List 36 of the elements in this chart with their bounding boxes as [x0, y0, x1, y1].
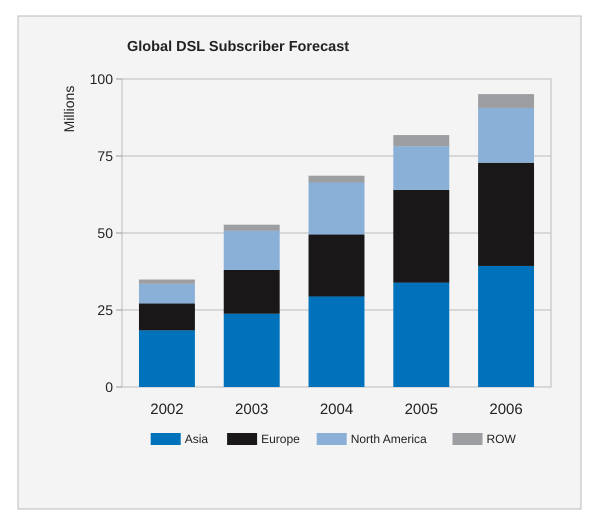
- bar: [478, 266, 534, 387]
- bar: [224, 230, 280, 270]
- x-tick-label: 2004: [320, 401, 354, 418]
- y-tick-label: 0: [105, 378, 114, 395]
- legend-label: ROW: [486, 432, 516, 446]
- bar: [138, 284, 195, 304]
- x-tick-label: 2005: [404, 401, 438, 418]
- bar: [393, 135, 450, 146]
- y-axis-title: Millions: [61, 86, 77, 132]
- bar: [224, 224, 280, 231]
- bar: [308, 182, 364, 235]
- bar: [138, 280, 195, 284]
- bar: [308, 234, 364, 296]
- y-tick-label: 25: [97, 302, 114, 318]
- bar: [478, 108, 534, 163]
- bar: [393, 146, 450, 190]
- y-tick-label: 100: [90, 70, 114, 87]
- legend-label: Asia: [184, 432, 208, 446]
- bar: [138, 330, 195, 387]
- bar: [308, 296, 364, 387]
- y-tick-label: 50: [97, 224, 114, 241]
- bar: [308, 176, 364, 182]
- x-tick-label: 2002: [150, 401, 184, 418]
- bar: [478, 94, 534, 108]
- x-tick-label: 2006: [489, 401, 523, 418]
- bar: [478, 162, 534, 266]
- x-tick-label: 2003: [235, 401, 268, 418]
- legend-label: Europe: [261, 432, 300, 446]
- legend-label: North America: [350, 432, 428, 446]
- bar: [138, 304, 195, 330]
- bar: [393, 190, 450, 283]
- bar: [224, 314, 280, 387]
- y-tick-label: 75: [97, 148, 114, 164]
- bar: [224, 270, 280, 314]
- chart-title: Global DSL Subscriber Forecast: [127, 39, 350, 55]
- bar: [393, 282, 450, 387]
